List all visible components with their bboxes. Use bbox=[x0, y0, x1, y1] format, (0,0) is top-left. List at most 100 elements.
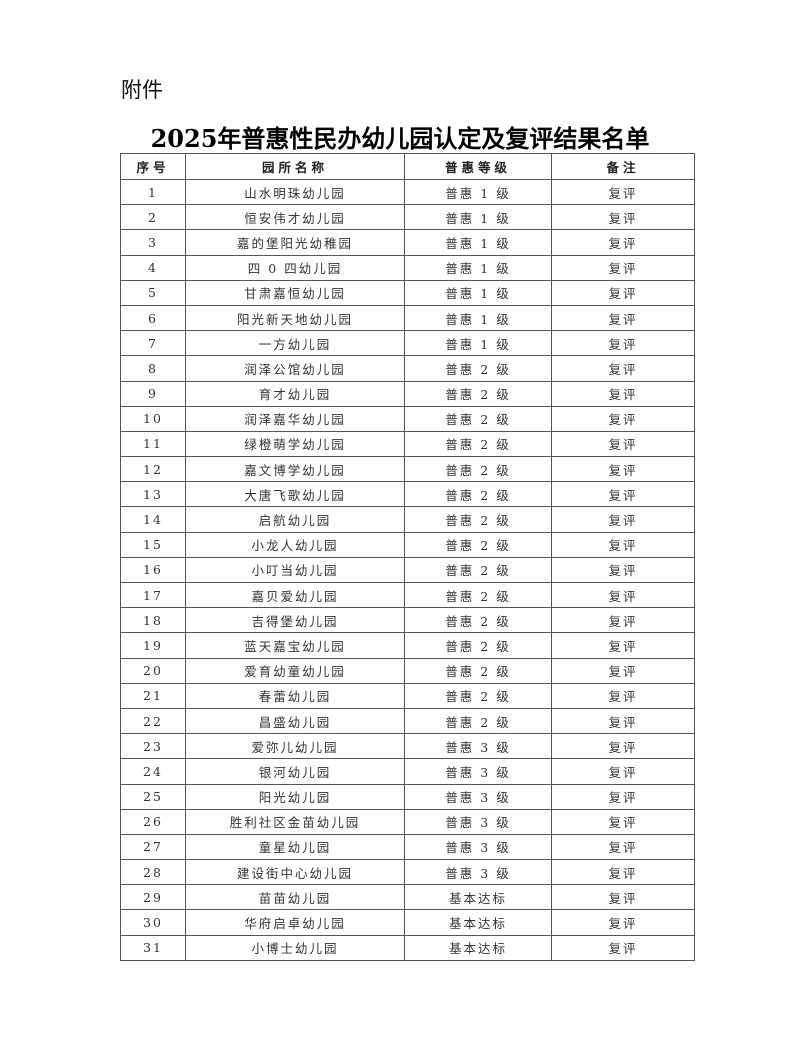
cell-level: 普惠 2 级 bbox=[404, 506, 552, 533]
cell-remarks: 复评 bbox=[551, 254, 695, 281]
cell-kindergarten-name: 华府启卓幼儿园 bbox=[185, 909, 405, 936]
cell-serial: 1 bbox=[120, 178, 186, 206]
cell-level: 普惠 2 级 bbox=[404, 456, 552, 483]
cell-kindergarten-name: 甘肃嘉恒幼儿园 bbox=[185, 279, 405, 306]
table-row: 11 绿橙萌学幼儿园 普惠 2 级复评 bbox=[120, 430, 695, 458]
cell-level: 普惠 1 级 bbox=[404, 204, 552, 231]
table-row: 31 小博士幼儿园 基本达标 复评 bbox=[120, 934, 695, 961]
cell-kindergarten-name: 爱弥儿幼儿园 bbox=[185, 733, 405, 760]
cell-level: 普惠 2 级 bbox=[404, 581, 552, 609]
cell-level: 普惠 1 级 bbox=[404, 304, 552, 332]
cell-remarks: 复评 bbox=[551, 607, 695, 634]
table-row: 3 嘉的堡阳光幼稚园 普惠 1 级复评 bbox=[120, 229, 695, 256]
cell-level: 普惠 2 级 bbox=[404, 531, 552, 558]
cell-remarks: 复评 bbox=[551, 783, 695, 810]
cell-serial: 31 bbox=[120, 934, 186, 961]
cell-serial: 8 bbox=[120, 355, 186, 382]
cell-remarks: 复评 bbox=[551, 330, 695, 357]
table-row: 21 春蕾幼儿园 普惠 2 级复评 bbox=[120, 682, 695, 709]
table-row: 10 润泽嘉华幼儿园 普惠 2 级复评 bbox=[120, 405, 695, 432]
cell-serial: 5 bbox=[120, 279, 186, 306]
cell-remarks: 复评 bbox=[551, 456, 695, 483]
header-level: 普惠等级 bbox=[404, 153, 552, 180]
cell-serial: 11 bbox=[120, 430, 186, 458]
cell-remarks: 复评 bbox=[551, 405, 695, 432]
attachment-label: 附件 bbox=[121, 78, 163, 102]
cell-level: 普惠 3 级 bbox=[404, 783, 552, 810]
cell-remarks: 复评 bbox=[551, 909, 695, 936]
cell-serial: 2 bbox=[120, 204, 186, 231]
cell-level: 普惠 2 级 bbox=[404, 556, 552, 584]
table-row: 5 甘肃嘉恒幼儿园 普惠 1 级复评 bbox=[120, 279, 695, 306]
cell-kindergarten-name: 小博士幼儿园 bbox=[185, 934, 405, 961]
cell-serial: 17 bbox=[120, 581, 186, 609]
cell-kindergarten-name: 银河幼儿园 bbox=[185, 758, 405, 785]
cell-level: 普惠 2 级 bbox=[404, 481, 552, 508]
cell-remarks: 复评 bbox=[551, 884, 695, 911]
cell-remarks: 复评 bbox=[551, 380, 695, 407]
table-row: 2 恒安伟才幼儿园 普惠 1 级复评 bbox=[120, 204, 695, 231]
header-kindergarten-name: 园所名称 bbox=[185, 153, 405, 180]
table-row: 16 小叮当幼儿园 普惠 2 级复评 bbox=[120, 556, 695, 584]
header-remarks: 备注 bbox=[551, 153, 695, 180]
cell-level: 普惠 2 级 bbox=[404, 430, 552, 458]
table-row: 27 童星幼儿园 普惠 3 级复评 bbox=[120, 833, 695, 861]
cell-kindergarten-name: 爱育幼童幼儿园 bbox=[185, 657, 405, 684]
cell-serial: 7 bbox=[120, 330, 186, 357]
cell-remarks: 复评 bbox=[551, 859, 695, 886]
cell-remarks: 复评 bbox=[551, 556, 695, 584]
cell-kindergarten-name: 一方幼儿园 bbox=[185, 330, 405, 357]
cell-kindergarten-name: 四 0 四幼儿园 bbox=[185, 254, 405, 281]
cell-level: 普惠 2 级 bbox=[404, 707, 552, 735]
cell-serial: 9 bbox=[120, 380, 186, 407]
cell-serial: 27 bbox=[120, 833, 186, 861]
cell-kindergarten-name: 阳光幼儿园 bbox=[185, 783, 405, 810]
cell-remarks: 复评 bbox=[551, 304, 695, 332]
cell-serial: 19 bbox=[120, 632, 186, 659]
cell-kindergarten-name: 绿橙萌学幼儿园 bbox=[185, 430, 405, 458]
cell-level: 普惠 2 级 bbox=[404, 380, 552, 407]
cell-level: 基本达标 bbox=[404, 934, 552, 961]
cell-serial: 24 bbox=[120, 758, 186, 785]
table-row: 22 昌盛幼儿园 普惠 2 级复评 bbox=[120, 707, 695, 735]
cell-serial: 25 bbox=[120, 783, 186, 810]
cell-remarks: 复评 bbox=[551, 581, 695, 609]
table-row: 15 小龙人幼儿园 普惠 2 级复评 bbox=[120, 531, 695, 558]
table-row: 12 嘉文博学幼儿园 普惠 2 级复评 bbox=[120, 456, 695, 483]
table-row: 14 启航幼儿园 普惠 2 级复评 bbox=[120, 506, 695, 533]
cell-remarks: 复评 bbox=[551, 657, 695, 684]
cell-serial: 18 bbox=[120, 607, 186, 634]
cell-kindergarten-name: 嘉贝爱幼儿园 bbox=[185, 581, 405, 609]
table-row: 17 嘉贝爱幼儿园 普惠 2 级复评 bbox=[120, 581, 695, 609]
table-row: 30 华府启卓幼儿园 基本达标 复评 bbox=[120, 909, 695, 936]
cell-kindergarten-name: 山水明珠幼儿园 bbox=[185, 178, 405, 206]
cell-serial: 29 bbox=[120, 884, 186, 911]
document-title: 2025年普惠性民办幼儿园认定及复评结果名单 bbox=[150, 124, 650, 153]
cell-remarks: 复评 bbox=[551, 531, 695, 558]
table-row: 6 阳光新天地幼儿园 普惠 1 级复评 bbox=[120, 304, 695, 332]
cell-remarks: 复评 bbox=[551, 934, 695, 961]
cell-kindergarten-name: 小叮当幼儿园 bbox=[185, 556, 405, 584]
cell-kindergarten-name: 蓝天嘉宝幼儿园 bbox=[185, 632, 405, 659]
cell-kindergarten-name: 吉得堡幼儿园 bbox=[185, 607, 405, 634]
cell-level: 普惠 2 级 bbox=[404, 405, 552, 432]
table-row: 23 爱弥儿幼儿园 普惠 3 级复评 bbox=[120, 733, 695, 760]
table-row: 8 润泽公馆幼儿园 普惠 2 级复评 bbox=[120, 355, 695, 382]
cell-serial: 14 bbox=[120, 506, 186, 533]
cell-remarks: 复评 bbox=[551, 229, 695, 256]
cell-level: 普惠 2 级 bbox=[404, 607, 552, 634]
table-row: 28 建设街中心幼儿园 普惠 3 级复评 bbox=[120, 859, 695, 886]
cell-kindergarten-name: 苗苗幼儿园 bbox=[185, 884, 405, 911]
cell-serial: 22 bbox=[120, 707, 186, 735]
table-row: 26 胜利社区金苗幼儿园 普惠 3 级复评 bbox=[120, 808, 695, 835]
cell-kindergarten-name: 嘉文博学幼儿园 bbox=[185, 456, 405, 483]
cell-kindergarten-name: 胜利社区金苗幼儿园 bbox=[185, 808, 405, 835]
table-row: 7 一方幼儿园 普惠 1 级复评 bbox=[120, 330, 695, 357]
cell-remarks: 复评 bbox=[551, 178, 695, 206]
results-table: 序号 园所名称 普惠等级 备注 1 山水明珠幼儿园 普惠 1 级复评 2 恒安伟才幼儿园… bbox=[120, 153, 695, 961]
cell-level: 普惠 3 级 bbox=[404, 733, 552, 760]
cell-remarks: 复评 bbox=[551, 758, 695, 785]
cell-kindergarten-name: 润泽嘉华幼儿园 bbox=[185, 405, 405, 432]
cell-serial: 16 bbox=[120, 556, 186, 584]
cell-remarks: 复评 bbox=[551, 682, 695, 709]
